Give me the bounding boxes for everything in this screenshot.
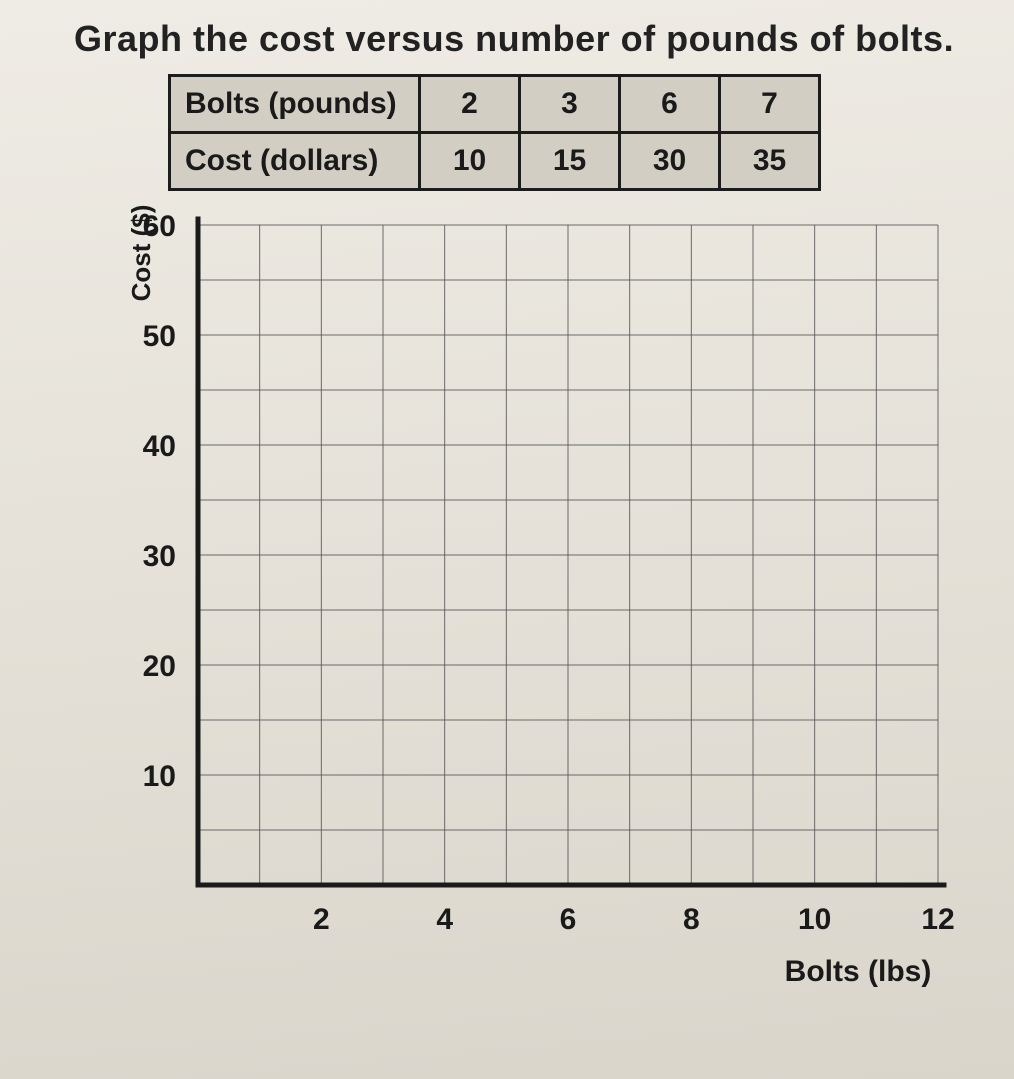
chart-area: 10203040506024681012Cost ($)Bolts (lbs) bbox=[48, 195, 988, 1035]
svg-text:20: 20 bbox=[143, 650, 176, 683]
instruction-text: Graph the cost versus number of pounds o… bbox=[74, 18, 986, 60]
table-cell: 15 bbox=[520, 133, 620, 190]
svg-text:Cost ($): Cost ($) bbox=[126, 205, 156, 302]
grid-svg: 10203040506024681012Cost ($)Bolts (lbs) bbox=[48, 195, 988, 1035]
svg-text:6: 6 bbox=[560, 903, 577, 936]
table-cell: 35 bbox=[720, 133, 820, 190]
svg-text:10: 10 bbox=[798, 903, 831, 936]
svg-text:Bolts (lbs): Bolts (lbs) bbox=[785, 955, 932, 988]
svg-text:50: 50 bbox=[143, 320, 176, 353]
svg-text:40: 40 bbox=[143, 430, 176, 463]
table-cell: 30 bbox=[620, 133, 720, 190]
svg-text:4: 4 bbox=[436, 903, 453, 936]
table-row: Bolts (pounds) 2 3 6 7 bbox=[170, 76, 820, 133]
svg-text:30: 30 bbox=[143, 540, 176, 573]
svg-text:10: 10 bbox=[143, 760, 176, 793]
data-table: Bolts (pounds) 2 3 6 7 Cost (dollars) 10… bbox=[168, 74, 821, 191]
table-row: Cost (dollars) 10 15 30 35 bbox=[170, 133, 820, 190]
row-header: Bolts (pounds) bbox=[170, 76, 420, 133]
table-cell: 6 bbox=[620, 76, 720, 133]
table-cell: 7 bbox=[720, 76, 820, 133]
table-cell: 2 bbox=[420, 76, 520, 133]
svg-text:8: 8 bbox=[683, 903, 700, 936]
svg-text:2: 2 bbox=[313, 903, 330, 936]
worksheet-page: Graph the cost versus number of pounds o… bbox=[0, 0, 1014, 1079]
table-cell: 3 bbox=[520, 76, 620, 133]
table-cell: 10 bbox=[420, 133, 520, 190]
svg-text:12: 12 bbox=[921, 903, 954, 936]
row-header: Cost (dollars) bbox=[170, 133, 420, 190]
